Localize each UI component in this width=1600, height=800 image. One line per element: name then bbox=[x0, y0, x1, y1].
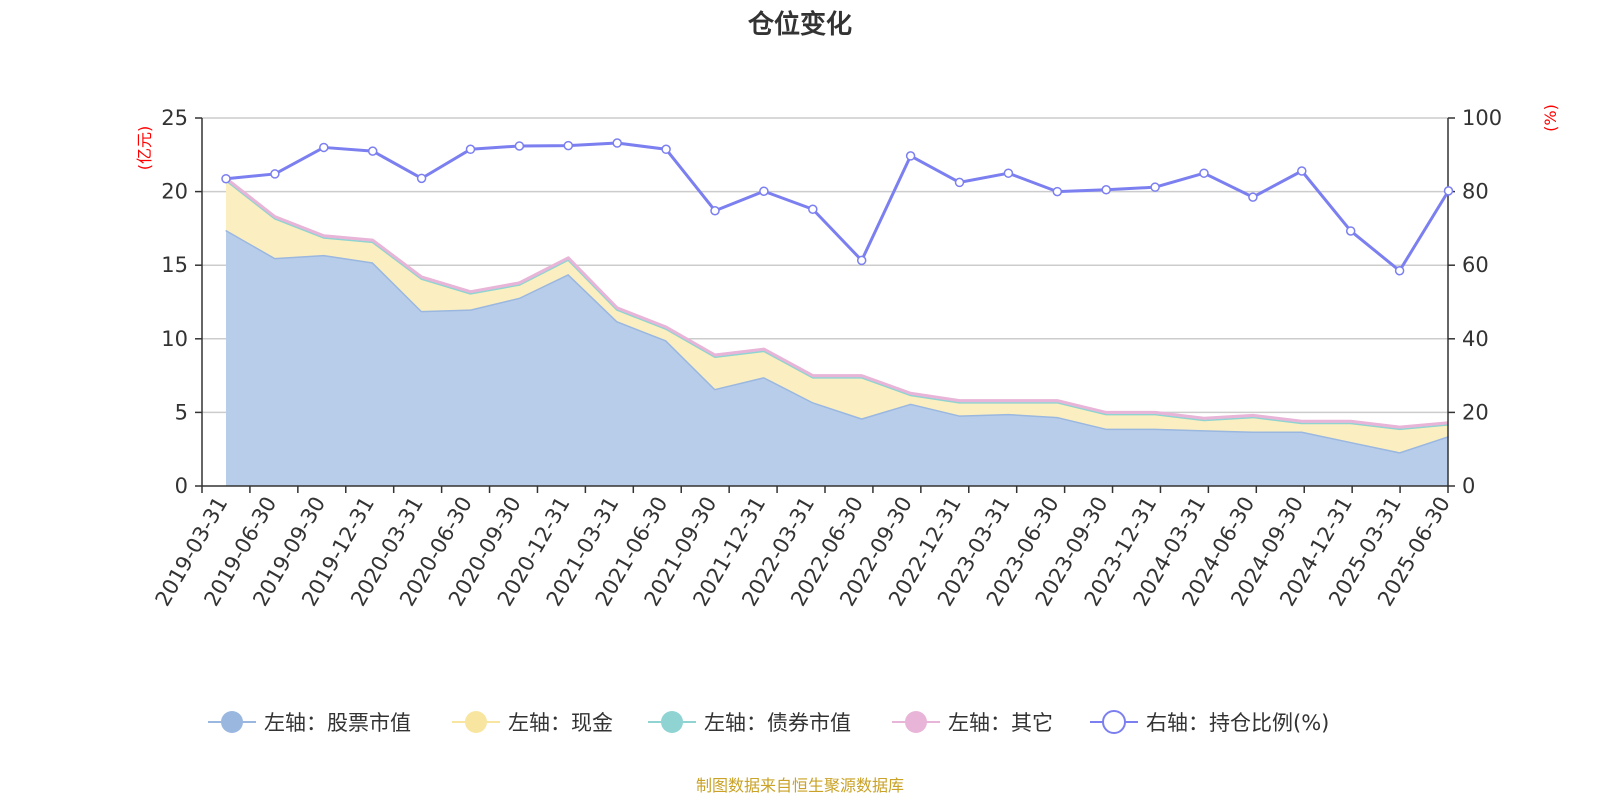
ratio-point[interactable] bbox=[661, 144, 671, 155]
legend-item[interactable]: 左轴：其它 bbox=[892, 711, 1053, 735]
right-axis-tick-label: 80 bbox=[1462, 180, 1489, 204]
ratio-point[interactable] bbox=[1150, 182, 1160, 192]
area-series bbox=[225, 177, 1449, 486]
left-axis-tick-label: 5 bbox=[175, 400, 188, 424]
legend-marker bbox=[221, 711, 243, 733]
chart-title: 仓位变化 bbox=[747, 9, 852, 40]
ratio-point[interactable] bbox=[954, 177, 965, 188]
legend-marker bbox=[1102, 710, 1126, 734]
left-axis-tick-label: 0 bbox=[175, 474, 188, 498]
source-note: 制图数据来自恒生聚源数据库 bbox=[696, 776, 904, 795]
right-axis-tick-label: 60 bbox=[1462, 253, 1489, 277]
ratio-point[interactable] bbox=[1345, 226, 1356, 236]
right-axis-tick-label: 20 bbox=[1462, 400, 1489, 424]
ratio-point[interactable] bbox=[270, 169, 280, 179]
ratio-point[interactable] bbox=[319, 142, 329, 153]
right-axis-unit: (%) bbox=[1541, 104, 1560, 132]
ratio-point[interactable] bbox=[514, 141, 525, 151]
ratio-point[interactable] bbox=[759, 186, 769, 196]
area-edge-line bbox=[225, 228, 1449, 454]
legend-label: 左轴：其它 bbox=[948, 711, 1053, 735]
area-fill bbox=[226, 179, 1449, 453]
ratio-point[interactable] bbox=[367, 146, 378, 156]
legend-marker bbox=[905, 711, 927, 733]
ratio-point[interactable] bbox=[808, 204, 818, 215]
ratio-point[interactable] bbox=[1003, 168, 1014, 178]
right-axis-tick-label: 40 bbox=[1462, 327, 1489, 351]
area-edge-line bbox=[225, 177, 1449, 429]
ratio-point[interactable] bbox=[1443, 186, 1454, 196]
ratio-point[interactable] bbox=[856, 255, 867, 266]
ratio-line-series bbox=[221, 138, 1454, 276]
left-axis-tick-label: 15 bbox=[161, 253, 188, 277]
ratio-point[interactable] bbox=[563, 140, 574, 151]
ratio-point[interactable] bbox=[1394, 265, 1405, 276]
ratio-line bbox=[225, 141, 1450, 273]
legend-label: 左轴：现金 bbox=[508, 711, 613, 735]
ratio-point[interactable] bbox=[416, 173, 427, 184]
legend-item[interactable]: 右轴：持仓比例(%) bbox=[1090, 710, 1329, 735]
left-axis-tick-label: 25 bbox=[161, 106, 188, 130]
legend-item[interactable]: 左轴：股票市值 bbox=[208, 711, 411, 735]
ratio-point[interactable] bbox=[1297, 166, 1307, 176]
legend-marker bbox=[661, 711, 683, 733]
legend-item[interactable]: 左轴：现金 bbox=[452, 711, 613, 735]
legend: 左轴：股票市值 左轴：现金 左轴：债券市值 左轴：其它 右轴：持仓比例(%) bbox=[208, 710, 1329, 735]
legend-item[interactable]: 左轴：债券市值 bbox=[648, 711, 851, 735]
right-axis-tick-label: 100 bbox=[1462, 106, 1502, 130]
ratio-point[interactable] bbox=[710, 205, 720, 216]
ratio-point[interactable] bbox=[1248, 192, 1258, 202]
legend-label: 右轴：持仓比例(%) bbox=[1146, 711, 1329, 735]
left-axis-tick-label: 10 bbox=[161, 327, 188, 351]
left-axis-tick-label: 20 bbox=[161, 180, 188, 204]
ratio-point[interactable] bbox=[612, 138, 622, 148]
legend-label: 左轴：股票市值 bbox=[264, 711, 411, 735]
legend-marker bbox=[465, 711, 487, 733]
left-axis-unit: (亿元) bbox=[135, 126, 154, 171]
ratio-point[interactable] bbox=[1199, 168, 1209, 178]
ratio-point[interactable] bbox=[465, 144, 476, 155]
ratio-point[interactable] bbox=[905, 151, 916, 161]
ratio-point[interactable] bbox=[1052, 186, 1063, 197]
ratio-point[interactable] bbox=[1101, 185, 1111, 195]
area-fill bbox=[226, 229, 1449, 486]
ratio-point[interactable] bbox=[221, 173, 231, 184]
legend-label: 左轴：债券市值 bbox=[704, 711, 851, 735]
right-axis-tick-label: 0 bbox=[1462, 474, 1475, 498]
